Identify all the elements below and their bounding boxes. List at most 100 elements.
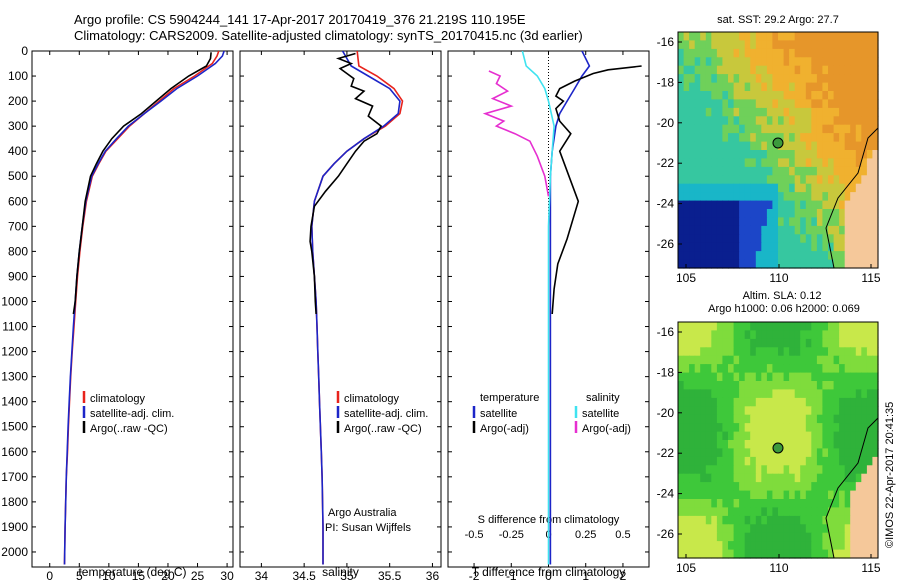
map-cell — [678, 456, 685, 466]
map-cell — [689, 48, 696, 58]
map-cell — [722, 456, 729, 466]
map-cell — [766, 541, 774, 551]
map-cell — [855, 541, 862, 551]
map-cell — [794, 259, 801, 269]
map-cell — [816, 116, 824, 126]
map-cell — [766, 355, 774, 365]
map-cell — [844, 524, 851, 534]
map-cell — [866, 322, 874, 331]
map-cell — [744, 175, 751, 185]
map-cell — [833, 515, 840, 525]
map-cell — [728, 440, 735, 449]
map-cell — [783, 322, 790, 331]
map-cell — [872, 99, 879, 109]
map-cell — [872, 107, 879, 117]
map-cell — [700, 507, 707, 517]
map-cell — [716, 355, 724, 365]
map-cell — [805, 116, 812, 126]
map-cell — [694, 490, 701, 500]
map-cell — [733, 431, 740, 441]
map-cell — [750, 175, 757, 185]
map-cell — [700, 158, 707, 168]
map-cell — [822, 532, 829, 542]
map-cell — [844, 330, 851, 340]
map-cell — [722, 150, 729, 159]
map-cell — [789, 91, 796, 100]
map-cell — [711, 183, 718, 193]
map-cell — [778, 347, 785, 357]
map-cell — [678, 116, 685, 126]
map-cell — [833, 549, 840, 559]
y-tick-label: 200 — [8, 94, 28, 108]
map-cell — [850, 150, 857, 159]
map-cell — [850, 32, 857, 41]
map-cell — [722, 183, 729, 193]
map-cell — [705, 40, 712, 50]
map-cell — [694, 166, 701, 176]
map-cell — [855, 389, 862, 399]
map-cell — [778, 150, 785, 159]
map-cell — [850, 251, 857, 261]
map-cell — [689, 381, 696, 390]
series-line-temperature-argo-adj- — [551, 65, 642, 315]
map-cell — [683, 107, 690, 117]
map-cell — [816, 389, 824, 399]
x-tick-label: -1 — [506, 569, 517, 580]
map-cell — [839, 465, 846, 475]
map-cell — [694, 65, 701, 75]
map-cell — [683, 175, 690, 185]
map-cell — [761, 532, 768, 542]
map-cell — [844, 158, 851, 168]
map-cell — [778, 99, 785, 109]
map-cell — [872, 541, 879, 551]
map-cell — [694, 40, 701, 50]
map-cell — [711, 524, 718, 534]
map-cell — [766, 158, 774, 168]
map-cell — [694, 482, 701, 492]
map-cell — [739, 440, 746, 449]
map-cell — [694, 524, 701, 534]
map-cell — [839, 107, 846, 117]
map-cell — [778, 91, 785, 100]
map-cell — [794, 107, 801, 117]
map-cell — [805, 192, 812, 202]
s-tick-label: -0.25 — [499, 529, 524, 541]
map-cell — [728, 200, 735, 210]
map-cell — [794, 414, 801, 424]
map-cell — [833, 330, 840, 340]
map-cell — [839, 251, 846, 261]
map-cell — [783, 364, 790, 374]
map-cell — [728, 372, 735, 382]
map-cell — [833, 242, 840, 252]
map-cell — [733, 65, 740, 75]
map-cell — [861, 82, 868, 92]
map-cell — [716, 192, 724, 202]
map-cell — [828, 440, 835, 449]
map-cell — [761, 32, 768, 41]
map-cell — [839, 322, 846, 331]
map-cell — [678, 330, 685, 340]
map-cell — [733, 234, 740, 244]
map-cell — [739, 251, 746, 261]
map-cell — [694, 74, 701, 84]
map-cell — [772, 133, 779, 143]
map-cell — [872, 150, 879, 159]
map-cell — [828, 338, 835, 348]
map-cell — [722, 32, 729, 41]
map-cell — [689, 499, 696, 508]
map-cell — [855, 431, 862, 441]
map-cell — [822, 166, 829, 176]
map-cell — [689, 91, 696, 100]
map-cell — [766, 74, 774, 84]
map-cell — [805, 124, 812, 134]
map-cell — [855, 150, 862, 159]
map-cell — [844, 473, 851, 483]
map-cell — [800, 330, 807, 340]
map-cell — [850, 48, 857, 58]
map-cell — [794, 532, 801, 542]
map-cell — [800, 406, 807, 416]
map-cell — [744, 456, 751, 466]
map-cell — [844, 192, 851, 202]
map-cell — [778, 234, 785, 244]
map-cell — [816, 456, 824, 466]
